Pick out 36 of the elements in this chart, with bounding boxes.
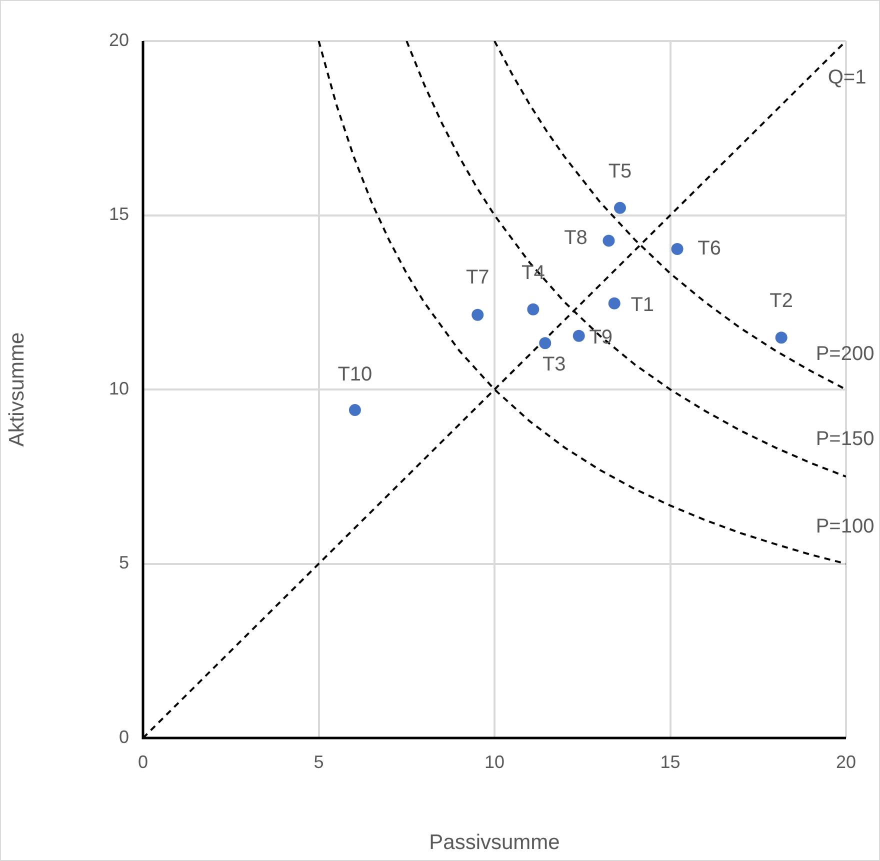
annotation: P=100 [816, 515, 874, 538]
y-tick-label: 0 [118, 726, 129, 747]
point [671, 243, 684, 256]
x-tick-label: 20 [836, 752, 856, 772]
annotation: P=200 [816, 343, 874, 366]
annotation: T6 [698, 238, 721, 260]
annotation: P=150 [816, 428, 874, 450]
y-tick-label: 5 [118, 552, 129, 573]
point [348, 404, 361, 416]
point [527, 303, 540, 316]
x-tick-label: 5 [314, 752, 324, 772]
y-axis-title: Aktivsumme [5, 332, 28, 447]
x-tick-label: 10 [484, 752, 505, 772]
annotation: T3 [542, 354, 566, 376]
x-tick-label: 0 [138, 752, 148, 772]
annotation: T9 [589, 326, 613, 348]
point [602, 234, 615, 247]
annotation: T8 [564, 227, 588, 250]
annotation: T10 [338, 364, 372, 386]
x-tick-label: 15 [660, 752, 680, 772]
annotation: T7 [466, 266, 490, 288]
annotation: T2 [770, 290, 793, 312]
y-tick-label: 20 [108, 30, 129, 50]
point [472, 308, 484, 321]
y-tick-label: 10 [108, 378, 129, 398]
point [608, 297, 620, 310]
point [775, 332, 788, 344]
annotation: T1 [630, 294, 654, 316]
x-axis-title: Passivsumme [429, 831, 560, 854]
annotation: T5 [608, 160, 632, 182]
point [539, 337, 552, 350]
y-tick-label: 15 [108, 204, 129, 224]
annotation: Q=1 [828, 66, 866, 89]
point [572, 330, 585, 342]
annotation: T4 [521, 262, 545, 284]
point [614, 202, 626, 214]
